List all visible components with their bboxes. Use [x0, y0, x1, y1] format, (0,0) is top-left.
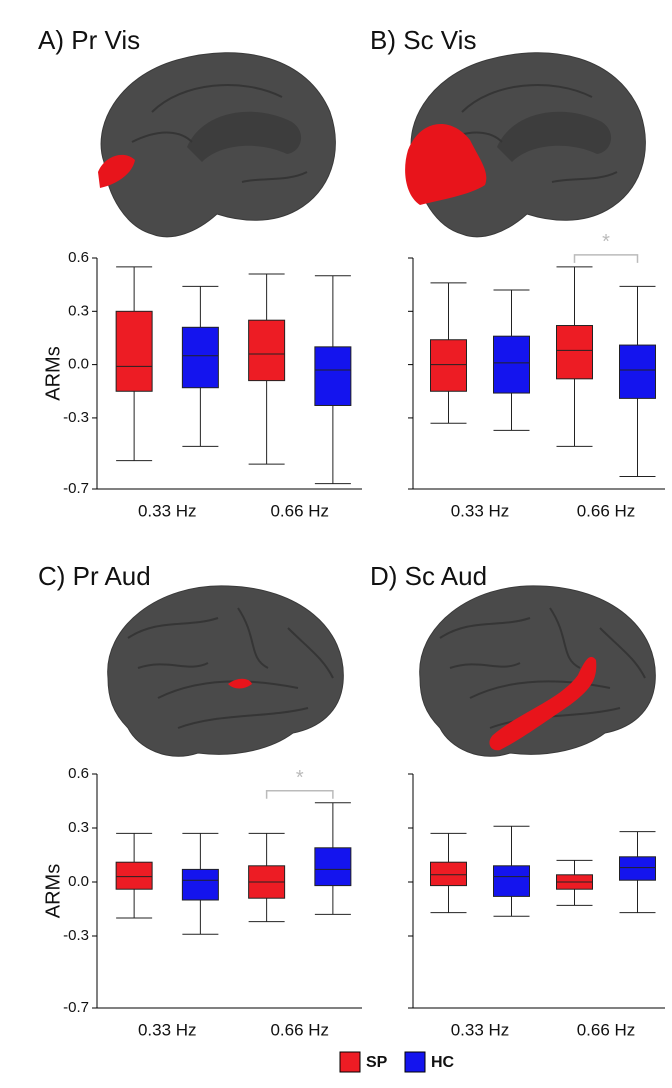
brain-image: [98, 51, 657, 758]
panel-title: B) Sc Vis: [370, 25, 476, 55]
x-tick-label: 0.66 Hz: [577, 501, 636, 520]
box: [314, 847, 352, 887]
box: [493, 865, 530, 897]
legend-swatch: [339, 1051, 361, 1073]
y-axis-label: ARMs: [42, 864, 64, 918]
y-tick-label: -0.7: [63, 999, 89, 1016]
box: [314, 346, 352, 406]
box: [619, 856, 656, 881]
box: [115, 861, 153, 890]
x-tick-label: 0.33 Hz: [451, 1020, 510, 1039]
box: [181, 868, 219, 901]
significance-bracket: [265, 790, 334, 799]
x-tick-label: 0.66 Hz: [577, 1020, 636, 1039]
y-tick-label: -0.7: [63, 480, 89, 497]
box: [430, 339, 467, 392]
box: [430, 861, 467, 887]
y-tick-label: 0.3: [68, 819, 89, 836]
y-axis-label: ARMs: [42, 346, 64, 400]
significance-label: *: [296, 767, 304, 789]
legend: SP HC: [339, 1051, 455, 1073]
significance-bracket: [573, 254, 639, 263]
x-tick-label: 0.66 Hz: [270, 1020, 329, 1039]
box: [556, 325, 593, 380]
y-tick-label: 0.6: [68, 249, 89, 266]
y-tick-label: 0.0: [68, 356, 89, 373]
y-tick-label: 0.3: [68, 302, 89, 319]
y-tick-label: -0.3: [63, 927, 89, 944]
x-tick-label: 0.66 Hz: [270, 501, 329, 520]
x-tick-label: 0.33 Hz: [451, 501, 510, 520]
legend-swatch: [404, 1051, 426, 1073]
box: [619, 344, 656, 399]
x-tick-label: 0.33 Hz: [138, 1020, 197, 1039]
box: [248, 319, 286, 382]
significance-label: *: [602, 231, 610, 253]
panel-title: C) Pr Aud: [38, 561, 151, 591]
x-tick-label: 0.33 Hz: [138, 501, 197, 520]
box: [115, 310, 153, 392]
box: [493, 335, 530, 394]
legend-label: SP: [366, 1054, 388, 1071]
y-tick-label: 0.6: [68, 765, 89, 782]
box: [181, 326, 219, 389]
legend-label: HC: [431, 1054, 455, 1071]
y-tick-label: -0.3: [63, 409, 89, 426]
panel-title: D) Sc Aud: [370, 561, 487, 591]
y-tick-label: 0.0: [68, 873, 89, 890]
panel-title: A) Pr Vis: [38, 25, 140, 55]
